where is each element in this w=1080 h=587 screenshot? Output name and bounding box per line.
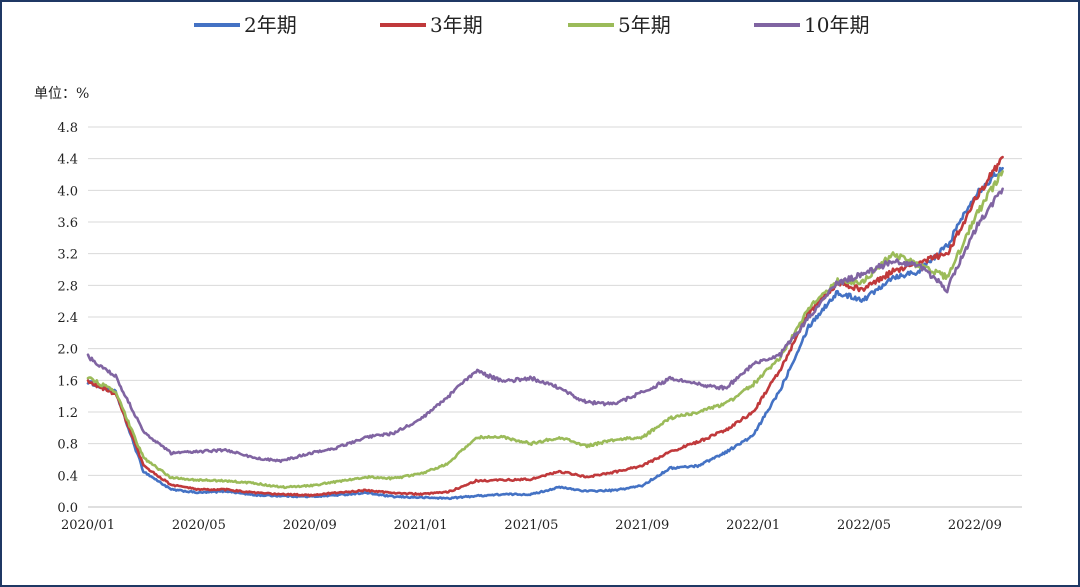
y-tick-label: 0.8 xyxy=(57,438,78,453)
series-lines xyxy=(86,155,1004,501)
series-line-4 xyxy=(86,187,1004,464)
legend-label: 10年期 xyxy=(804,13,869,37)
x-axis: 2020/01 2020/05 2020/09 2021/01 2021/05 2021/… xyxy=(61,506,1022,533)
y-tick-label: 0.4 xyxy=(57,469,78,484)
legend-label: 3年期 xyxy=(430,13,483,37)
y-tick-label: 1.2 xyxy=(57,406,78,421)
x-tick-label: 2022/09 xyxy=(948,518,1002,533)
x-tick-label: 2021/09 xyxy=(615,518,669,533)
y-tick-label: 1.6 xyxy=(57,374,78,389)
x-tick-label: 2021/05 xyxy=(504,518,558,533)
x-tick-label: 2020/09 xyxy=(283,518,337,533)
gridlines xyxy=(88,126,1022,508)
y-tick-label: 2.4 xyxy=(57,311,78,326)
x-tick-label: 2020/05 xyxy=(172,518,226,533)
unit-label: 单位：% xyxy=(34,86,89,102)
series-line-2 xyxy=(86,155,1004,498)
y-tick-label: 4.0 xyxy=(57,184,78,199)
series-line-1 xyxy=(86,166,1004,501)
x-tick-label: 2020/01 xyxy=(61,518,115,533)
y-tick-label: 4.8 xyxy=(57,121,78,136)
y-tick-label: 3.2 xyxy=(57,248,78,263)
x-tick-label: 2022/01 xyxy=(726,518,780,533)
y-tick-label: 2.0 xyxy=(57,343,78,358)
y-tick-label: 4.4 xyxy=(57,153,78,168)
x-tick-label: 2022/05 xyxy=(837,518,891,533)
x-tick-label: 2021/01 xyxy=(394,518,448,533)
y-tick-label: 3.6 xyxy=(57,216,78,231)
y-axis: 0.0 0.4 0.8 1.2 1.6 2.0 2.4 2.8 3.2 3.6 4.0 4.4 4.8 xyxy=(57,121,78,516)
legend-label: 5年期 xyxy=(618,13,671,37)
legend-label: 2年期 xyxy=(244,13,297,37)
y-tick-label: 2.8 xyxy=(57,279,78,294)
series-line-3 xyxy=(86,170,1004,490)
y-tick-label: 0.0 xyxy=(57,501,78,516)
legend: 2年期 3年期 5年期 10年期 xyxy=(194,13,869,37)
